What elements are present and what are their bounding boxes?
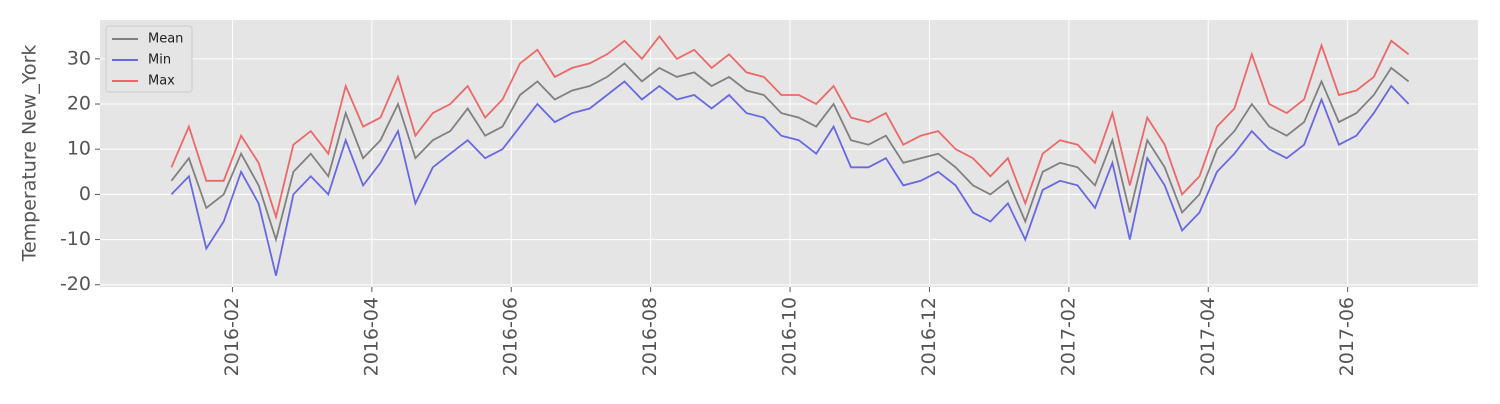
- legend-label: Max: [148, 74, 175, 89]
- y-tick-label: -10: [60, 228, 91, 250]
- y-tick-label: -20: [60, 273, 91, 295]
- x-tick-label: 2016-02: [221, 297, 243, 376]
- x-tick-label: 2016-12: [918, 297, 940, 376]
- legend-label: Mean: [148, 32, 183, 47]
- y-axis-label: Temperature New_York: [19, 45, 41, 263]
- x-tick-label: 2017-06: [1336, 297, 1358, 376]
- line: [170, 34, 1410, 221]
- legend-label: Min: [148, 53, 171, 68]
- x-tick-label: 2016-04: [360, 297, 382, 376]
- x-tick-label: 2016-08: [639, 297, 661, 376]
- x-tick-label: 2016-06: [500, 297, 522, 376]
- x-tick-label: 2017-02: [1057, 297, 1079, 376]
- legend: Mean Min Max: [105, 25, 193, 93]
- line: [170, 62, 1410, 243]
- y-tick-label: 0: [79, 183, 91, 205]
- y-tick-label: 30: [67, 47, 91, 69]
- x-tick-label: 2016-10: [779, 297, 801, 376]
- legend-box: [105, 25, 193, 93]
- plot-area: [100, 20, 1478, 287]
- line: [170, 80, 1410, 276]
- x-tick-label: 2017-04: [1197, 297, 1219, 376]
- y-tick-label: 10: [67, 138, 91, 160]
- y-tick-label: 20: [67, 93, 91, 115]
